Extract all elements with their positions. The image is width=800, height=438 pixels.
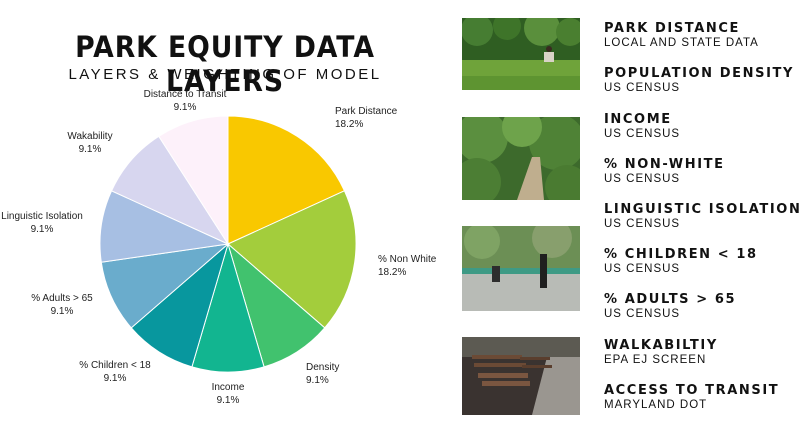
pie-label-name-3: Income	[212, 382, 245, 393]
pie-label-value-1: 18.2%	[378, 267, 406, 278]
pie-label-value-2: 9.1%	[306, 375, 329, 386]
layer-name-income: INCOME	[604, 112, 672, 127]
layer-name-access-to-transit: ACCESS TO TRANSIT	[604, 383, 780, 398]
layer-name-non-white: % NON-WHITE	[604, 157, 725, 172]
layer-name-adults: % ADULTS > 65	[604, 292, 737, 307]
layer-source-children: US CENSUS	[604, 263, 681, 275]
pie-label-name-5: % Adults > 65	[31, 293, 93, 304]
pie-slice-8	[158, 115, 229, 246]
pie-label-value-7: 9.1%	[79, 144, 102, 155]
layer-name-population-density: POPULATION DENSITY	[604, 66, 794, 81]
pie-label-value-3: 9.1%	[217, 395, 240, 406]
pie-slice-0	[227, 115, 346, 245]
layer-source-non-white: US CENSUS	[604, 173, 681, 185]
layer-name-linguistic-isolation: LINGUISTIC ISOLATION	[604, 202, 800, 217]
pie-label-value-4: 9.1%	[104, 373, 127, 384]
park-bench-photo	[462, 337, 580, 415]
pie-label-value-8: 9.1%	[174, 102, 197, 113]
park-play-photo	[462, 226, 580, 311]
layer-name-park-distance: PARK DISTANCE	[604, 21, 741, 36]
pie-label-name-1: % Non White	[378, 254, 437, 265]
layer-source-access-to-transit: MARYLAND DOT	[604, 399, 708, 411]
layer-name-children: % CHILDREN < 18	[604, 247, 758, 262]
layer-source-park-distance: LOCAL AND STATE DATA	[604, 37, 759, 49]
pie-label-4: % Children < 18 9.1%	[79, 360, 151, 384]
pie-label-5: % Adults > 65 9.1%	[31, 293, 93, 317]
pie-chart: Park Distance 18.2% % Non White 18.2% Densit…	[1, 89, 437, 406]
pie-label-6: Linguistic Isolation 9.1%	[1, 211, 83, 235]
pie-slice-1	[227, 190, 357, 329]
park-lawn-photo	[462, 18, 580, 90]
forest-path-photo	[462, 117, 580, 200]
layer-source-adults: US CENSUS	[604, 308, 681, 320]
pie-label-name-2: Density	[306, 362, 339, 373]
pie-label-3: Income 9.1%	[212, 382, 245, 406]
layer-source-walkability: EPA EJ SCREEN	[604, 354, 707, 366]
pie-label-name-6: Linguistic Isolation	[1, 211, 83, 222]
pie-label-name-7: Wakability	[67, 131, 112, 142]
layer-source-population-density: US CENSUS	[604, 82, 681, 94]
pie-label-name-8: Distance to Transit	[144, 89, 227, 100]
page-title: PARK EQUITY DATA LAYERS	[75, 30, 375, 98]
pie-label-0: Park Distance 18.2%	[335, 106, 398, 130]
layer-source-linguistic-isolation: US CENSUS	[604, 218, 681, 230]
pie-label-value-0: 18.2%	[335, 119, 363, 130]
pie-label-name-4: % Children < 18	[79, 360, 151, 371]
layer-source-income: US CENSUS	[604, 128, 681, 140]
pie-label-2: Density 9.1%	[306, 362, 339, 386]
pie-label-name-0: Park Distance	[335, 106, 398, 117]
pie-label-value-6: 9.1%	[31, 224, 54, 235]
pie-label-value-5: 9.1%	[51, 306, 74, 317]
pie-label-8: Distance to Transit 9.1%	[144, 89, 227, 113]
pie-label-7: Wakability 9.1%	[67, 131, 112, 155]
layer-name-walkability: WALKABILTIY	[604, 338, 718, 353]
page-subtitle: LAYERS & WEIGHTING OF MODEL	[68, 66, 382, 83]
pie-label-1: % Non White 18.2%	[378, 254, 437, 278]
